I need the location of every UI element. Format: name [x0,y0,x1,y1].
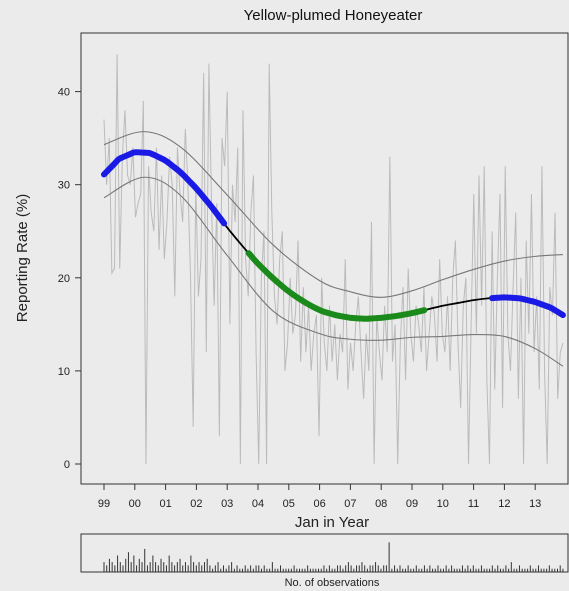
x-tick-label: 00 [129,498,141,510]
observations-frame [80,533,569,573]
y-tick-label: 30 [58,180,70,192]
x-tick-label: 01 [159,498,171,510]
x-tick-label: 05 [283,498,295,510]
trend-highlight-segment-3 [489,294,566,319]
x-tick-label: 12 [498,498,510,510]
trend-highlight-segment-2 [245,250,428,322]
x-tick-label: 13 [529,498,541,510]
x-tick-label: 10 [437,498,449,510]
x-tick-label: 03 [221,498,233,510]
y-tick-label: 40 [58,87,70,99]
plot-frame [80,32,569,485]
raw-rate-series [103,54,564,465]
x-tick-label: 07 [344,498,356,510]
x-tick-label: 02 [190,498,202,510]
y-tick-label: 20 [58,273,70,285]
upper-ci-line [103,131,563,298]
x-axis: 99 00 01 02 03 04 05 06 07 08 09 10 11 12 13 [98,483,541,510]
x-axis-label: Jan in Year [295,514,369,531]
x-tick-label: 99 [98,498,110,510]
chart-title: Yellow-plumed Honeyeater [244,7,423,24]
lower-ci-line [103,176,564,367]
y-tick-label: 0 [64,459,70,471]
y-axis-label: Reporting Rate (%) [14,194,31,322]
trend-line [101,149,566,322]
raw-rate-line [103,54,564,465]
trend-highlight-segment-1 [101,149,228,227]
x-tick-label: 08 [375,498,387,510]
confidence-interval-lines [103,131,564,367]
x-tick-label: 11 [468,498,479,510]
y-tick-label: 10 [58,366,70,378]
x-tick-label: 06 [313,498,325,510]
x-tick-label: 09 [406,498,418,510]
observations-bars [103,542,564,572]
trend-line-path [103,150,564,320]
x-tick-label: 04 [252,498,264,510]
y-axis: 0 10 20 30 40 [58,87,82,471]
observations-label: No. of observations [285,577,380,589]
